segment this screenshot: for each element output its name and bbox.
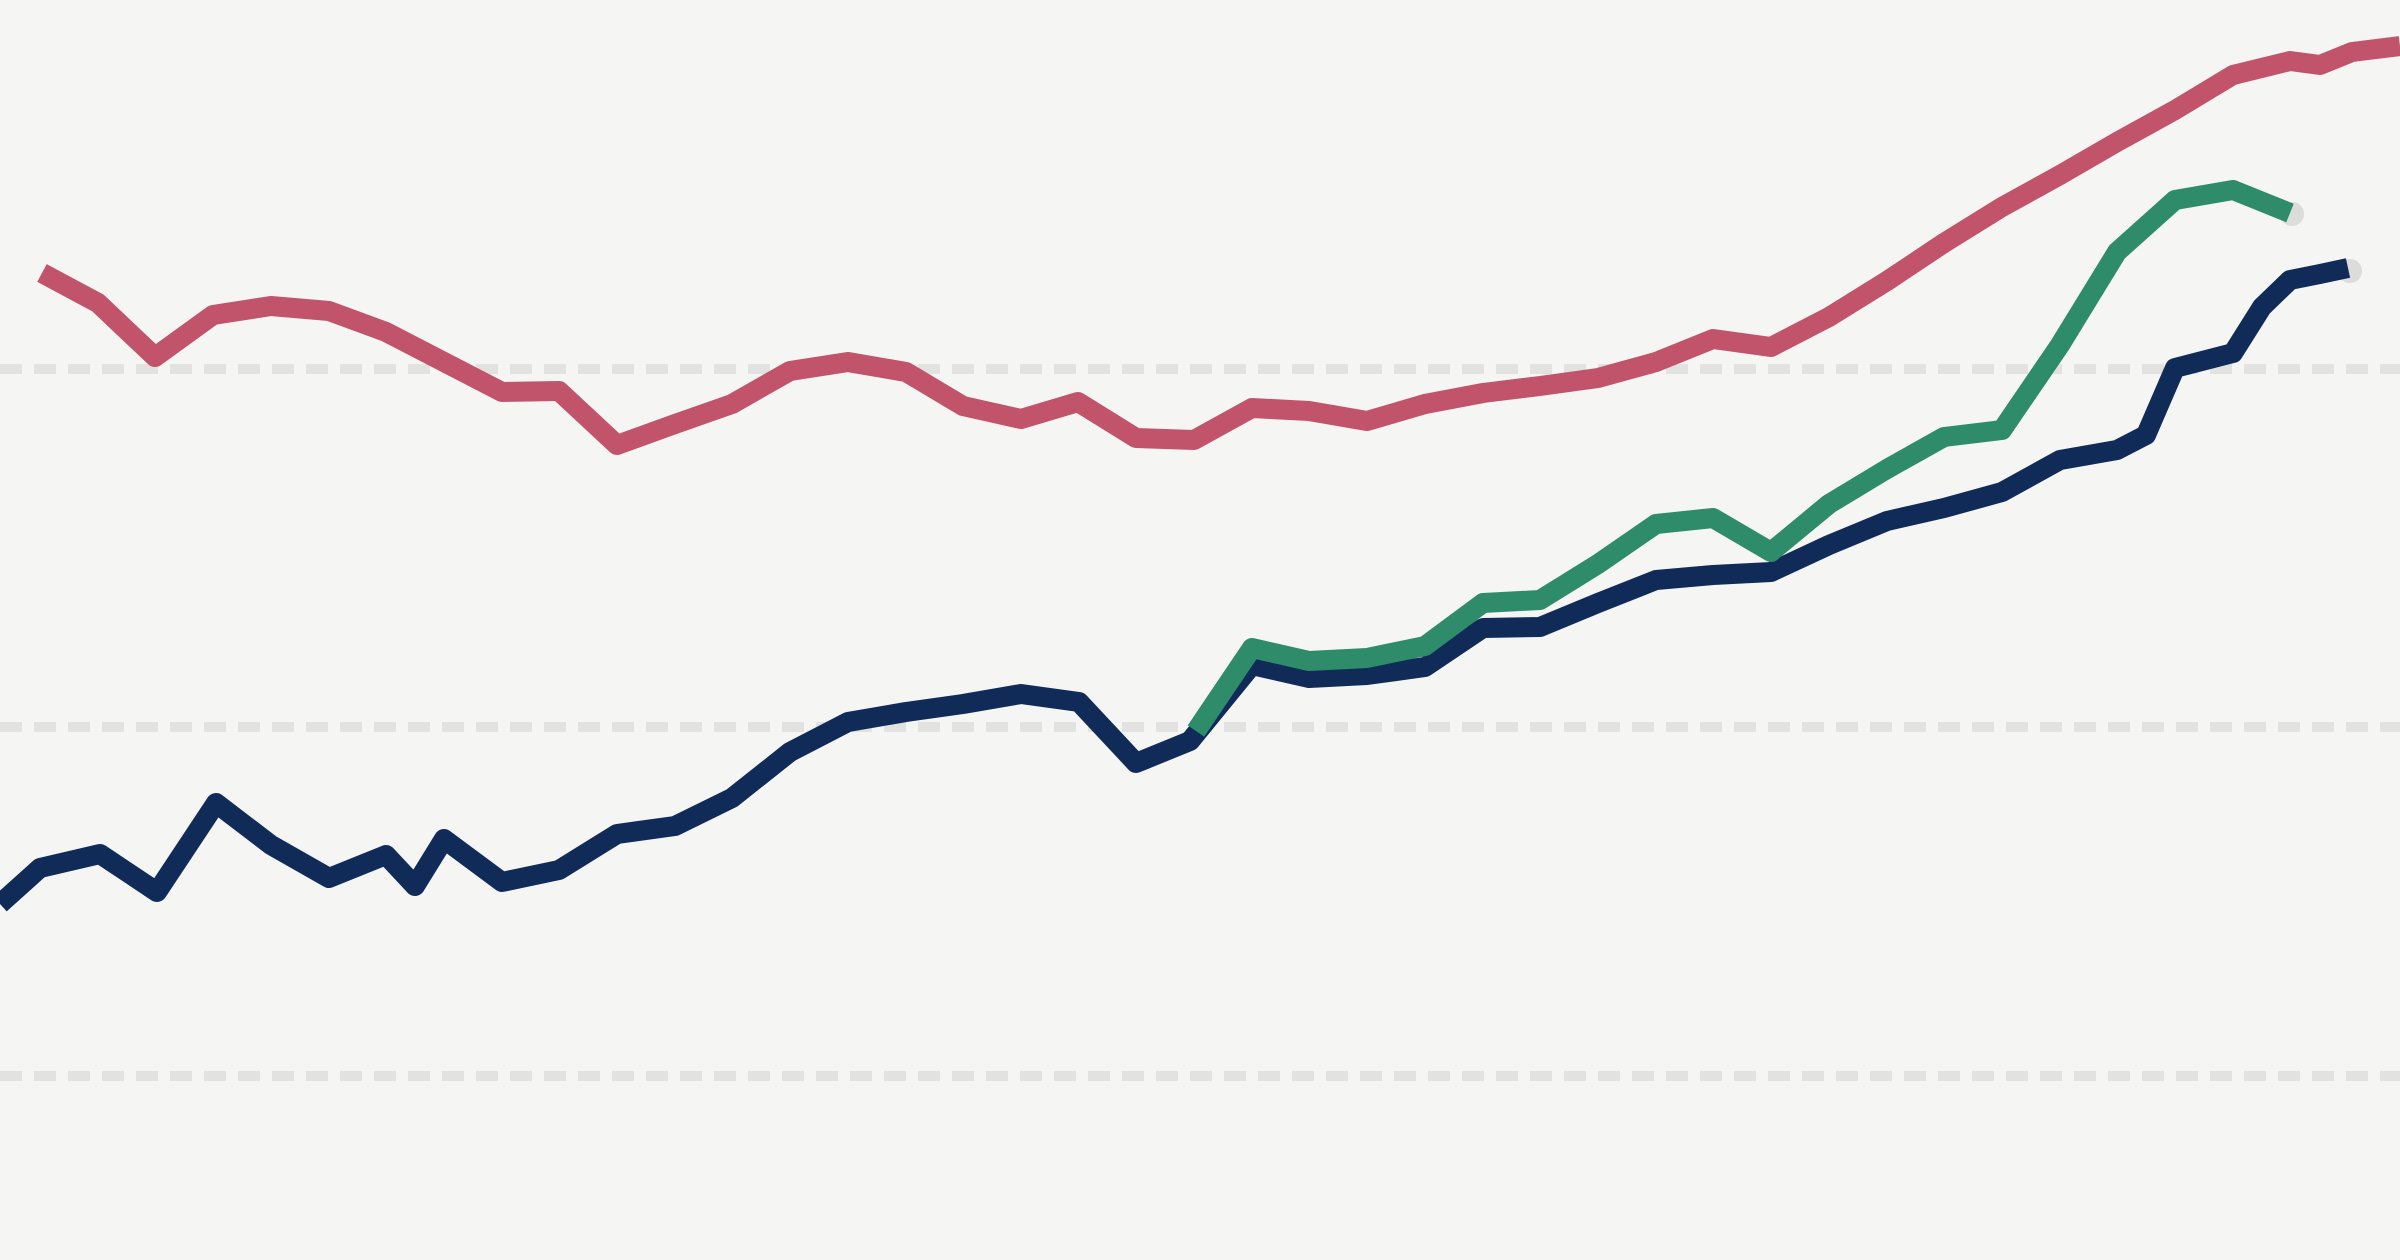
rose-line: [37, 36, 2400, 455]
green-line: [1187, 180, 2294, 737]
